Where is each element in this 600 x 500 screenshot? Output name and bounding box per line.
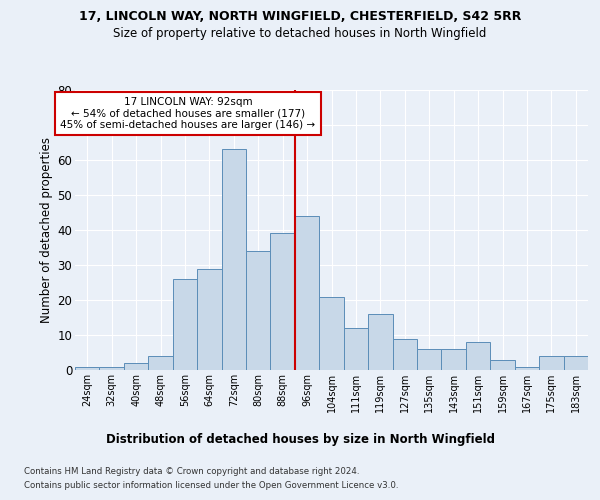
Bar <box>221 150 246 370</box>
Bar <box>539 356 563 370</box>
Bar <box>75 366 100 370</box>
Bar <box>417 349 442 370</box>
Bar <box>515 366 539 370</box>
Text: Distribution of detached houses by size in North Wingfield: Distribution of detached houses by size … <box>106 432 494 446</box>
Bar <box>295 216 319 370</box>
Bar <box>466 342 490 370</box>
Bar <box>173 279 197 370</box>
Bar <box>563 356 588 370</box>
Y-axis label: Number of detached properties: Number of detached properties <box>40 137 53 323</box>
Text: Size of property relative to detached houses in North Wingfield: Size of property relative to detached ho… <box>113 28 487 40</box>
Bar <box>124 363 148 370</box>
Text: Contains public sector information licensed under the Open Government Licence v3: Contains public sector information licen… <box>24 481 398 490</box>
Bar <box>148 356 173 370</box>
Bar <box>197 268 221 370</box>
Text: 17, LINCOLN WAY, NORTH WINGFIELD, CHESTERFIELD, S42 5RR: 17, LINCOLN WAY, NORTH WINGFIELD, CHESTE… <box>79 10 521 23</box>
Text: 17 LINCOLN WAY: 92sqm
← 54% of detached houses are smaller (177)
45% of semi-det: 17 LINCOLN WAY: 92sqm ← 54% of detached … <box>61 97 316 130</box>
Text: Contains HM Land Registry data © Crown copyright and database right 2024.: Contains HM Land Registry data © Crown c… <box>24 468 359 476</box>
Bar <box>392 338 417 370</box>
Bar <box>368 314 392 370</box>
Bar <box>246 251 271 370</box>
Bar <box>100 366 124 370</box>
Bar <box>319 296 344 370</box>
Bar <box>344 328 368 370</box>
Bar <box>490 360 515 370</box>
Bar <box>271 234 295 370</box>
Bar <box>442 349 466 370</box>
